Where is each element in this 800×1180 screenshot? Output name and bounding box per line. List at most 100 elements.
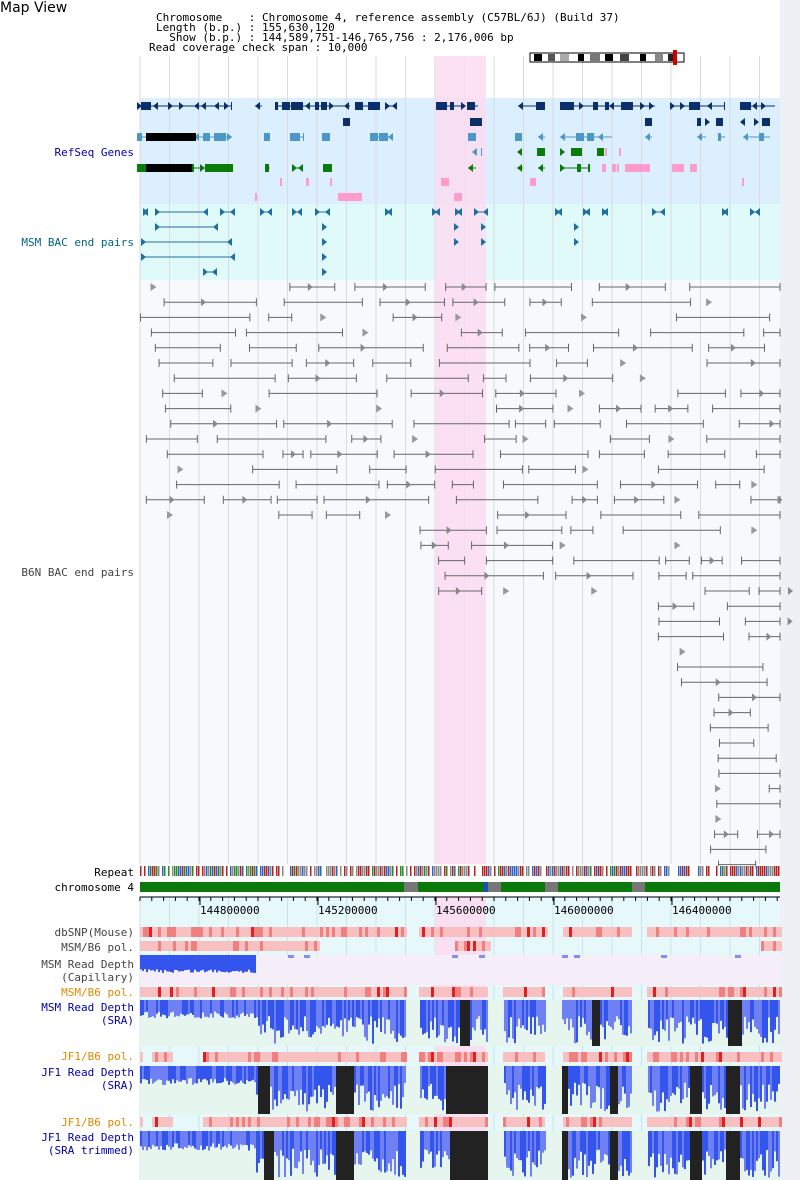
polymorphism-cell — [776, 927, 779, 937]
read-depth-bar — [184, 1066, 186, 1081]
polymorphism-cell — [680, 1117, 683, 1127]
polymorphism-cell — [776, 987, 779, 997]
gene-exon — [481, 148, 482, 156]
repeat-element — [214, 866, 216, 876]
polymorphism-cell — [227, 941, 230, 951]
polymorphism-cell — [386, 1117, 389, 1127]
polymorphism-cell — [731, 1117, 734, 1127]
polymorphism-cell — [746, 987, 749, 997]
repeat-element — [186, 866, 188, 876]
gene-arrow — [387, 208, 392, 216]
polymorphism-cell — [509, 1117, 512, 1127]
polymorphism-cell — [161, 927, 164, 937]
read-depth-bar — [710, 1066, 712, 1086]
polymorphism-cell — [482, 941, 485, 951]
read-depth-bar — [146, 1000, 148, 1012]
read-depth-bar — [452, 1066, 454, 1114]
repeat-element — [442, 866, 444, 876]
polymorphism-cell — [170, 927, 173, 937]
read-depth-bar — [332, 1000, 334, 1024]
polymorphism-cell — [446, 1117, 449, 1127]
read-depth-bar — [670, 1000, 672, 1018]
repeat-element — [242, 866, 244, 876]
polymorphism-cell — [326, 1052, 329, 1062]
repeat-element — [648, 866, 650, 876]
read-depth-bar — [232, 1131, 234, 1149]
gene-arrow — [406, 480, 412, 489]
read-depth-bar — [336, 1000, 338, 1027]
read-depth-bar — [442, 1066, 444, 1111]
gene-arrow — [305, 102, 310, 110]
repeat-element — [276, 866, 278, 876]
read-depth-bar — [754, 1131, 756, 1172]
read-depth-bar — [700, 1066, 702, 1114]
polymorphism-cell — [359, 927, 362, 937]
read-depth-bar — [730, 1000, 732, 1046]
read-depth-bar — [336, 1066, 338, 1114]
read-depth-bar — [170, 1131, 172, 1150]
read-depth-bar — [376, 1000, 378, 1028]
polymorphism-cell — [155, 1117, 158, 1127]
read-depth-bar — [740, 1066, 742, 1086]
polymorphism-cell — [242, 987, 245, 997]
read-depth-bar — [172, 955, 174, 973]
read-depth-bar — [192, 955, 194, 973]
read-depth-bar — [256, 1131, 258, 1173]
polymorphism-cell — [299, 941, 302, 951]
polymorphism-cell — [779, 927, 782, 937]
polymorphism-cell — [296, 1052, 299, 1062]
repeat-element — [520, 866, 522, 876]
read-depth-bar — [212, 1000, 214, 1018]
read-depth-bar — [720, 1066, 722, 1110]
read-depth-bar — [770, 1066, 772, 1100]
read-depth-bar — [424, 1066, 426, 1099]
polymorphism-cell — [758, 987, 761, 997]
polymorphism-cell — [449, 1052, 452, 1062]
polymorphism-cell — [725, 1052, 728, 1062]
header-show: Show (b.p.) : 144,589,751-146,765,756 : … — [156, 31, 514, 44]
read-depth-bar — [594, 1131, 596, 1164]
gene-arrow — [761, 102, 766, 110]
read-depth-bar — [668, 1066, 670, 1102]
polymorphism-cell — [494, 927, 497, 937]
polymorphism-cell — [752, 987, 755, 997]
read-depth-bar — [250, 955, 252, 973]
read-depth-bar — [226, 1000, 228, 1015]
gene-exon — [322, 133, 330, 141]
read-depth-bar — [586, 1066, 588, 1096]
polymorphism-cell — [374, 927, 377, 937]
repeat-element — [304, 866, 306, 876]
read-depth-bar — [404, 1066, 406, 1084]
polymorphism-cell — [404, 1117, 407, 1127]
read-depth-bar — [718, 1131, 720, 1160]
read-depth-bar — [364, 1066, 366, 1102]
repeat-element — [690, 866, 692, 876]
read-depth-bar — [672, 1000, 674, 1018]
read-depth-bar — [262, 1000, 264, 1025]
polymorphism-cell — [596, 1117, 599, 1127]
gene-arrow — [143, 208, 148, 216]
gene-arrow — [545, 343, 551, 352]
polymorphism-cell — [512, 987, 515, 997]
polymorphism-cell — [149, 987, 152, 997]
polymorphism-cell — [668, 1117, 671, 1127]
read-depth-bar — [318, 1066, 320, 1086]
read-depth-bar — [360, 1066, 362, 1086]
read-depth-bar — [256, 1066, 258, 1095]
read-depth-bar — [378, 1066, 380, 1108]
polymorphism-cell — [278, 927, 281, 937]
read-depth-bar — [580, 1131, 582, 1152]
read-depth-bar — [438, 1066, 440, 1100]
polymorphism-cell — [254, 941, 257, 951]
gene-arrow — [579, 102, 584, 110]
polymorphism-cell — [257, 1052, 260, 1062]
read-depth-bar — [464, 1066, 466, 1114]
read-depth-bar — [564, 1066, 566, 1114]
polymorphism-cell — [473, 941, 476, 951]
gene-exon — [740, 102, 751, 110]
polymorphism-cell — [167, 1052, 170, 1062]
read-depth-bar — [344, 1131, 346, 1180]
gene-arrow — [477, 328, 483, 337]
polymorphism-cell — [593, 927, 596, 937]
